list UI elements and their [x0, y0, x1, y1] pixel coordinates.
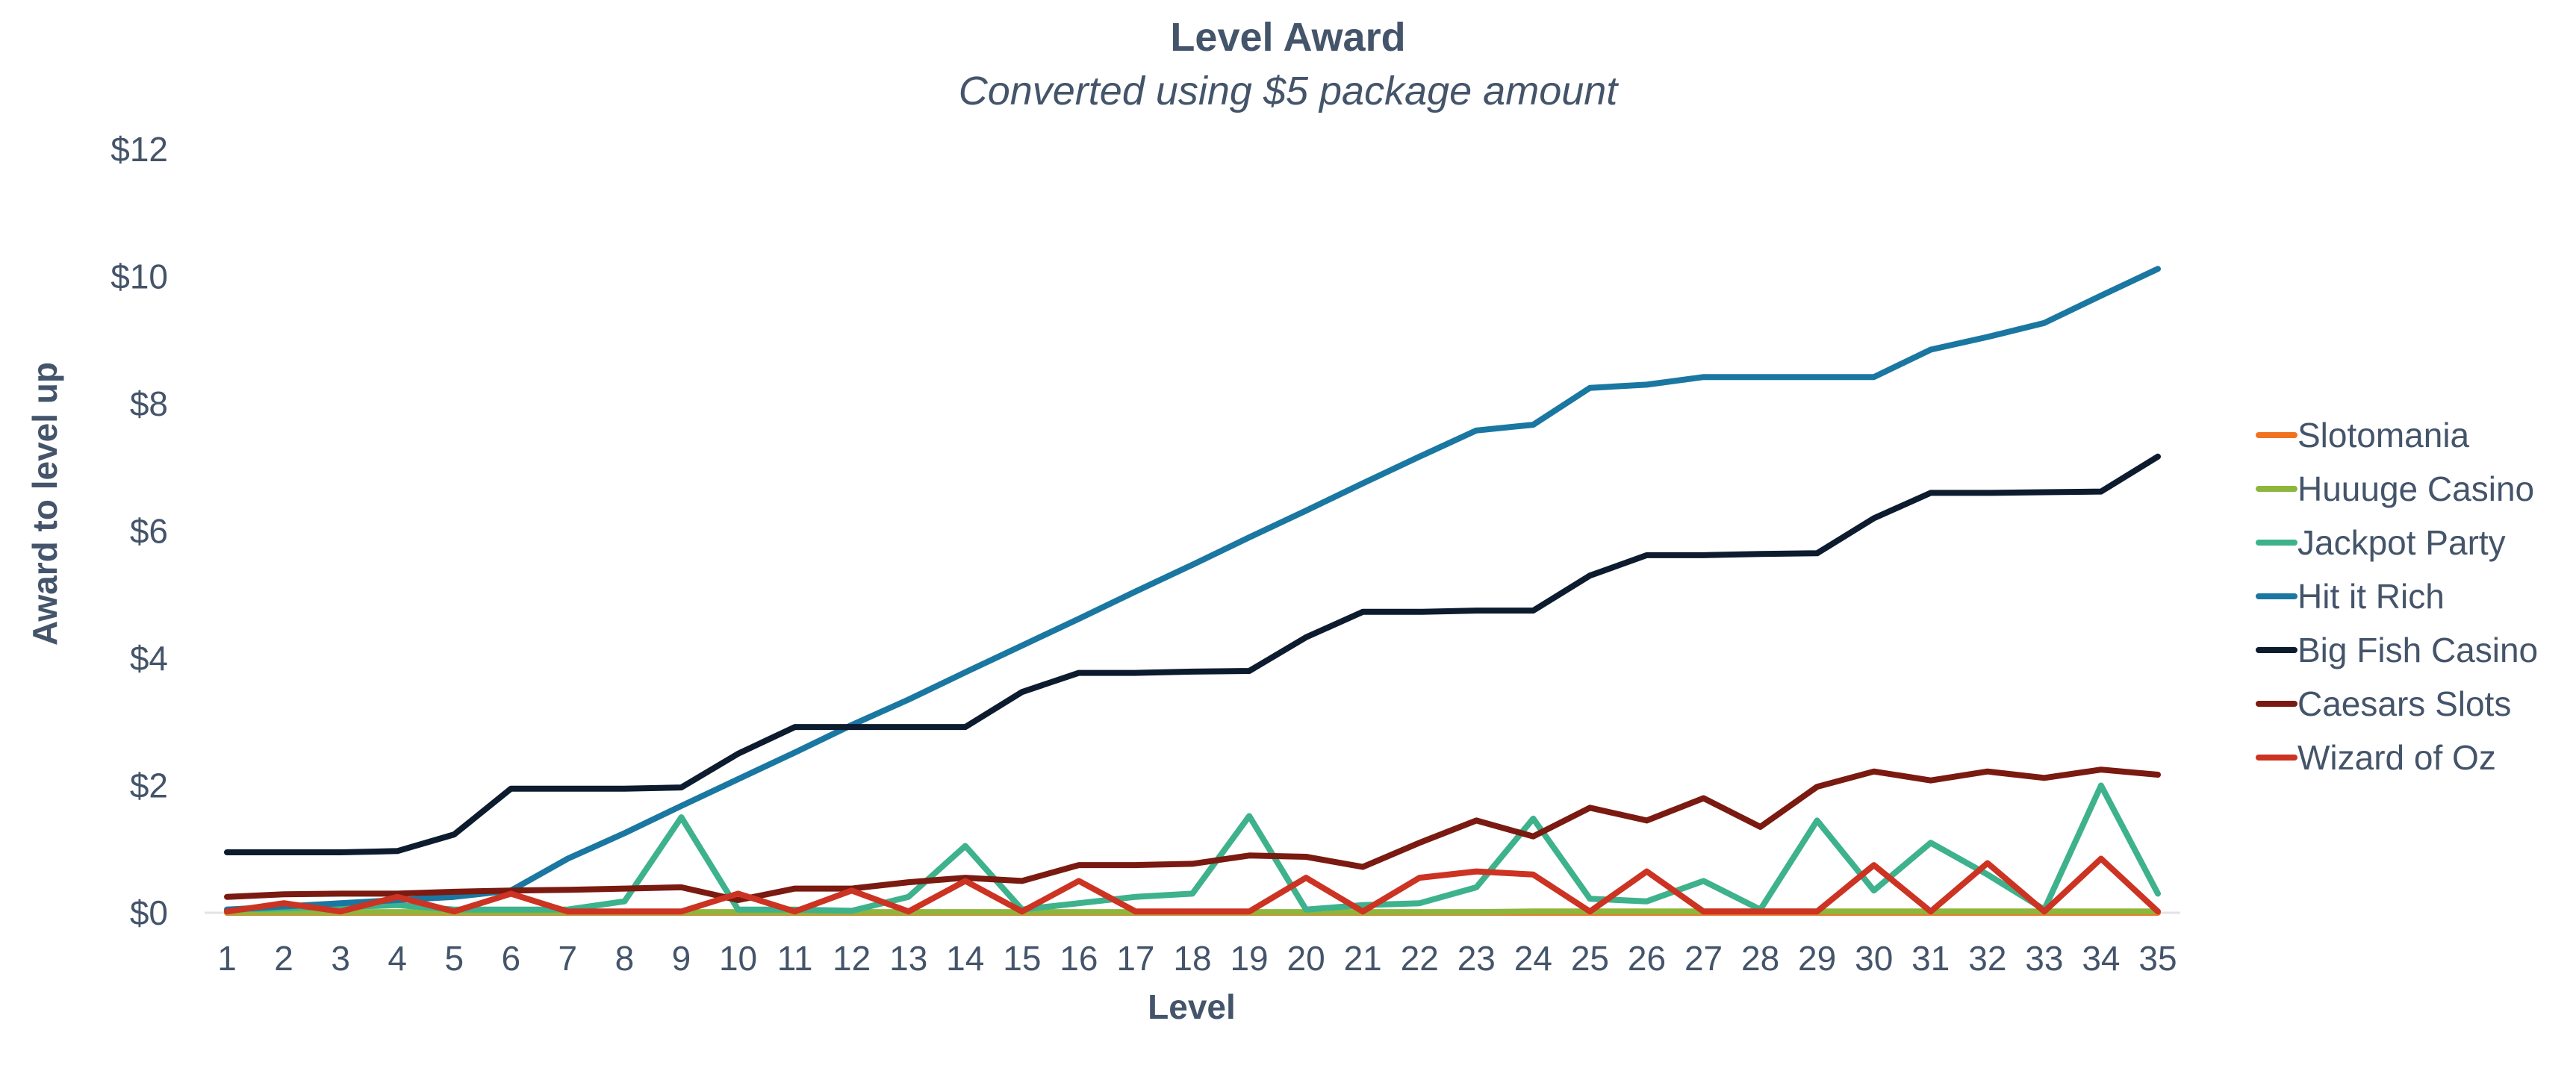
x-tick-label: 16 — [1060, 939, 1098, 978]
x-tick-label: 23 — [1457, 939, 1496, 978]
axis-group: $0$2$4$6$8$10$121 2 3 4 5 6 7 8 9 10 11 12 13 14 15 16 1… — [111, 130, 2180, 978]
series-line-caesars-slots — [224, 766, 2161, 903]
x-tick-label: 4 — [388, 939, 407, 978]
legend-label-big-fish-casino: Big Fish Casino — [2297, 631, 2538, 669]
x-tick-label: 15 — [1003, 939, 1041, 978]
y-tick-label: $10 — [111, 257, 168, 296]
series-line-hit-it-rich — [224, 266, 2161, 913]
x-tick-label: 21 — [1344, 939, 1382, 978]
x-tick-label: 22 — [1401, 939, 1439, 978]
y-axis-title: Award to level up — [25, 362, 64, 646]
y-tick-label: $0 — [130, 893, 168, 932]
x-tick-label: 25 — [1571, 939, 1609, 978]
legend-label-slotomania: Slotomania — [2297, 416, 2470, 455]
series-line-wizard-of-oz — [224, 855, 2161, 915]
x-tick-label: 17 — [1116, 939, 1154, 978]
x-tick-label: 19 — [1230, 939, 1268, 978]
x-axis-title: Level — [1148, 987, 1236, 1026]
y-tick-label: $2 — [130, 766, 168, 805]
y-tick-label: $12 — [111, 130, 168, 169]
x-tick-label: 20 — [1287, 939, 1325, 978]
x-tick-label: 34 — [2082, 939, 2120, 978]
legend-label-hit-it-rich: Hit it Rich — [2297, 577, 2445, 616]
x-tick-label: 1 — [217, 939, 237, 978]
series-line-jackpot-party — [224, 782, 2161, 914]
y-tick-label: $6 — [130, 512, 168, 551]
legend-label-wizard-of-oz: Wizard of Oz — [2297, 738, 2496, 777]
x-tick-label: 31 — [1911, 939, 1950, 978]
x-tick-label: 5 — [444, 939, 464, 978]
x-tick-label: 14 — [946, 939, 984, 978]
x-tick-label: 35 — [2138, 939, 2177, 978]
series-group — [224, 266, 2161, 916]
x-tick-label: 6 — [501, 939, 520, 978]
legend-label-caesars-slots: Caesars Slots — [2297, 684, 2511, 723]
y-tick-label: $8 — [130, 384, 168, 423]
y-tick-label: $4 — [130, 639, 168, 678]
x-tick-label: 3 — [331, 939, 350, 978]
x-tick-label: 24 — [1514, 939, 1552, 978]
x-tick-label: 27 — [1684, 939, 1723, 978]
x-tick-label: 29 — [1798, 939, 1836, 978]
x-tick-label: 13 — [889, 939, 927, 978]
x-tick-label: 9 — [672, 939, 691, 978]
x-tick-label: 28 — [1741, 939, 1779, 978]
legend: Slotomania Huuuge Casino Jackpot Party Hit … — [2256, 416, 2538, 777]
x-tick-label: 12 — [833, 939, 871, 978]
x-tick-label: 11 — [777, 939, 813, 978]
series-line-big-fish-casino — [224, 453, 2161, 855]
x-tick-label: 7 — [559, 939, 578, 978]
x-tick-label: 18 — [1173, 939, 1211, 978]
x-tick-label: 2 — [274, 939, 293, 978]
legend-label-huuuge-casino: Huuuge Casino — [2297, 469, 2534, 508]
x-tick-label: 8 — [615, 939, 635, 978]
chart-title: Level Award — [1170, 15, 1405, 60]
x-tick-label: 33 — [2025, 939, 2063, 978]
x-tick-label: 32 — [1968, 939, 2006, 978]
x-tick-label: 10 — [719, 939, 757, 978]
x-tick-label: 30 — [1855, 939, 1893, 978]
legend-label-jackpot-party: Jackpot Party — [2297, 523, 2506, 562]
chart-subtitle: Converted using $5 package amount — [959, 69, 1620, 113]
x-tick-label: 26 — [1628, 939, 1666, 978]
